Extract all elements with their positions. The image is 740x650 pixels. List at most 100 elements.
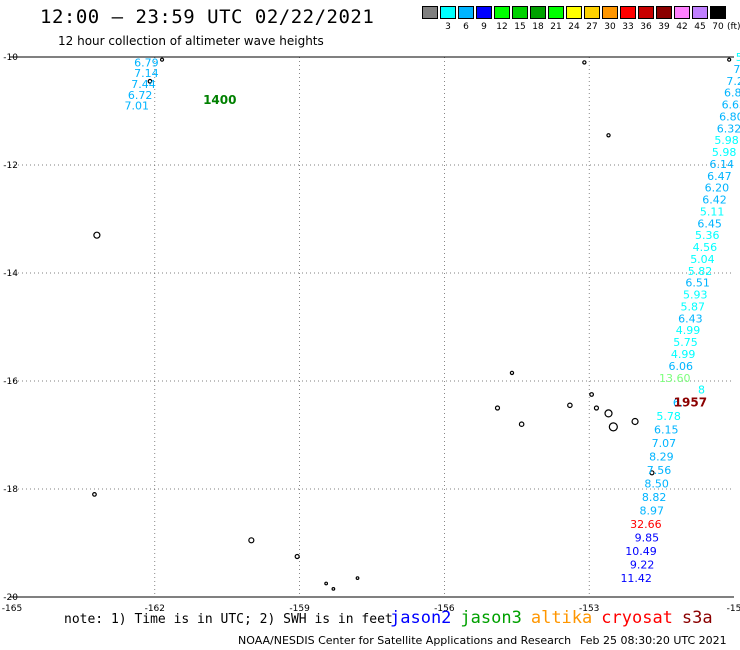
satellite-altika: altika: [530, 608, 593, 628]
scale-label: 39: [658, 22, 670, 32]
island-outline: [582, 60, 587, 65]
lon-tick-label: -162: [145, 604, 165, 614]
satellite-cryosat: cryosat: [601, 608, 673, 628]
island-outline: [494, 405, 501, 411]
scale-label: 36: [640, 22, 652, 32]
island-outline: [608, 422, 618, 432]
wave-height-value: 10.49: [625, 545, 657, 558]
satellite-jason2: jason2: [390, 608, 452, 628]
wave-height-value: 5.98: [712, 146, 737, 159]
map-subtitle: 12 hour collection of altimeter wave hei…: [58, 34, 324, 48]
lat-tick-label: -16: [3, 377, 18, 387]
island-outline: [248, 537, 255, 544]
wave-height-value: 5.82: [688, 265, 713, 278]
wave-height-value: 6.87: [724, 87, 740, 100]
wave-height-value: 5.04: [690, 253, 715, 266]
scale-swatch: [692, 6, 708, 19]
scale-swatch: [512, 6, 528, 19]
wave-height-value: 11.42: [620, 572, 652, 585]
scale-label: 21: [550, 22, 562, 32]
scale-swatch: [422, 6, 438, 19]
wave-height-value: 6.63: [722, 99, 740, 112]
lat-tick-label: -12: [3, 161, 18, 171]
island-outline: [567, 402, 573, 409]
scale-swatch: [674, 6, 690, 19]
wave-height-value: 8.50: [644, 478, 669, 491]
island-outline: [604, 409, 613, 418]
wave-height-value: 8.29: [649, 451, 674, 464]
wave-height-value: 5.36: [695, 229, 720, 242]
lon-tick-label: -153: [579, 604, 599, 614]
wave-height-value: 5.75: [673, 336, 698, 349]
wave-height-labels: 6.797.147.446.727.015.97.27.216.876.636.…: [125, 51, 740, 585]
wave-height-value: 5.87: [681, 300, 706, 313]
scale-swatch: [566, 6, 582, 19]
pass-time-label: 1400: [203, 93, 236, 107]
scale-swatch: [476, 6, 492, 19]
wave-height-value: 7.2: [733, 63, 740, 76]
island-outline: [518, 421, 525, 428]
wave-height-value: 7.56: [647, 464, 672, 477]
wave-height-value: 6.42: [702, 194, 727, 207]
scale-swatch: [584, 6, 600, 19]
lon-tick-label: -156: [434, 604, 455, 614]
wave-height-value: 9.22: [630, 559, 655, 572]
scale-swatch: [548, 6, 564, 19]
island-outline: [727, 57, 732, 62]
scale-swatch: [530, 6, 546, 19]
wave-height-value: 6.32: [717, 122, 740, 135]
wave-height-value: 6.79: [134, 56, 159, 69]
wave-height-value: 32.66: [630, 518, 662, 531]
wave-height-value: 5.78: [656, 410, 681, 423]
wave-height-value: 7.14: [134, 67, 159, 80]
scale-swatch: [494, 6, 510, 19]
island-outline: [509, 370, 515, 376]
scale-label: 12: [496, 22, 508, 32]
wave-height-value: 6.43: [678, 312, 703, 325]
scale-label: 15: [514, 22, 526, 32]
wave-height-value: 6.51: [685, 277, 710, 290]
scale-label: 30: [604, 22, 616, 32]
scale-label: 70: [712, 22, 724, 32]
map-title: 12:00 – 23:59 UTC 02/22/2021: [40, 6, 375, 28]
island-outline: [355, 576, 360, 580]
lat-tick-label: -20: [3, 593, 18, 603]
island-outline: [147, 78, 153, 84]
island-outline: [92, 492, 97, 497]
island-outline: [593, 405, 600, 411]
wave-height-value: 5.93: [683, 289, 708, 302]
island-outline: [159, 57, 165, 62]
scale-label: 9: [481, 22, 487, 32]
wave-height-value: 9.85: [635, 532, 660, 545]
scale-swatch: [710, 6, 726, 19]
wave-height-value: 6.80: [719, 110, 740, 123]
scale-swatch: [656, 6, 672, 19]
island-outline: [324, 581, 329, 586]
scale-label: 3: [445, 22, 451, 32]
map-grid: [10, 57, 734, 597]
wave-height-value: 8.97: [640, 505, 665, 518]
scale-swatch: [602, 6, 618, 19]
scale-label: 45: [694, 22, 706, 32]
wave-height-value: 7.01: [125, 100, 150, 113]
pass-time-labels: 1400195719: [203, 93, 707, 409]
wave-height-value: 6.06: [668, 360, 693, 373]
map-frame: [10, 56, 734, 598]
scale-unit: (ft): [727, 22, 740, 32]
island-outline: [589, 392, 595, 397]
wave-height-value: 6.47: [707, 170, 732, 183]
island-outline: [331, 587, 336, 591]
wave-height-value: 6.20: [705, 182, 730, 195]
lon-tick-label: -15: [727, 604, 740, 614]
wave-height-value: 13.60: [659, 372, 691, 385]
satellite-jason3: jason3: [460, 608, 522, 628]
wave-height-value: 7.44: [131, 78, 156, 91]
axis-tick-labels: -10 -12 -14 -16 -18 -20-165 -162 -159 -156 -153 -1…: [2, 53, 740, 614]
footer-note: note: 1) Time is in UTC; 2) SWH is in fe…: [64, 612, 393, 627]
scale-swatch: [638, 6, 654, 19]
lat-tick-label: -18: [3, 485, 18, 495]
scale-label: 6: [463, 22, 469, 32]
island-outlines: [92, 57, 732, 591]
satellite-s3a: s3a: [681, 608, 713, 628]
